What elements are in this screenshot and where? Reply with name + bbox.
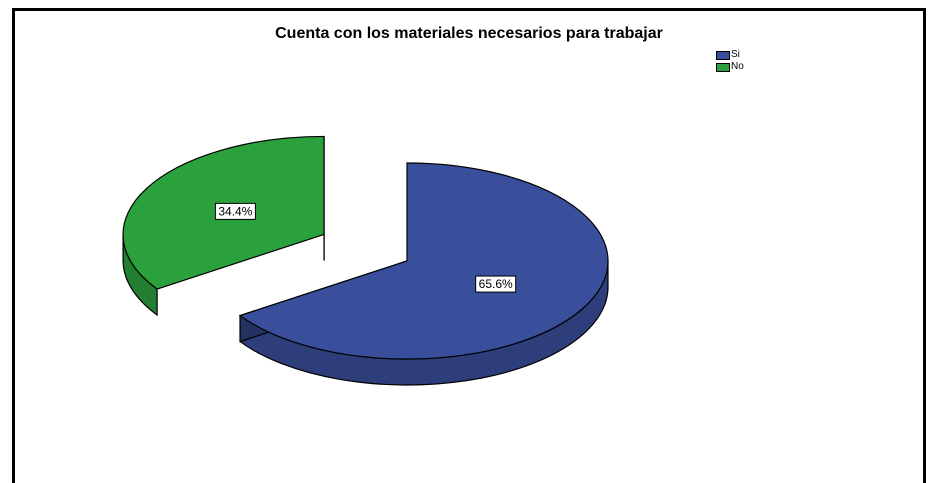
legend-swatch-si: [716, 50, 730, 60]
pie-layer: [122, 135, 609, 386]
data-label-text-si: 65.6%: [479, 277, 513, 291]
label-layer: 65.6% 34.4%: [214, 202, 517, 293]
data-label-no: 34.4%: [214, 202, 256, 220]
legend-item-si: Si: [716, 49, 744, 61]
pie-slice-no: [122, 135, 325, 317]
data-label-text-no: 34.4%: [218, 204, 252, 218]
data-label-box-si: [475, 275, 517, 293]
pie-slice-si: [238, 162, 609, 386]
legend-swatch-no: [716, 62, 730, 72]
legend-item-no: No: [716, 61, 744, 73]
legend-label-si: Si: [731, 49, 740, 60]
chart-legend: Si No: [716, 49, 744, 73]
data-label-si: 65.6%: [475, 275, 517, 293]
data-label-box-no: [214, 202, 256, 220]
legend-label-no: No: [731, 61, 744, 72]
slice-top-si: [238, 162, 609, 360]
chart-title: Cuenta con los materiales necesarios par…: [275, 25, 663, 42]
